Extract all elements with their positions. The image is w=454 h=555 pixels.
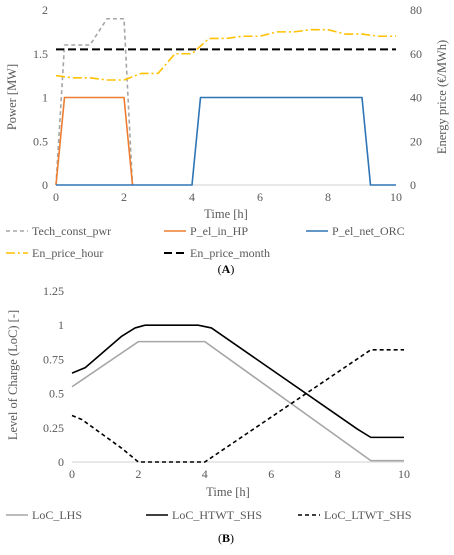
b-y-tick-label: 0.25 xyxy=(43,421,64,435)
a-y-tick-label: 1 xyxy=(42,91,48,105)
panel-b-series xyxy=(71,324,404,463)
panel-a-series xyxy=(55,17,396,186)
a-y-tick-label: 1.5 xyxy=(33,47,48,61)
a-series-line-p-el-in-hp xyxy=(55,96,134,186)
panel-b-label-letter: B xyxy=(222,531,230,545)
a-series-line-p-el-net-orc xyxy=(56,96,396,186)
panel-b-yticks: 0 0.25 0.5 0.75 1 1.25 xyxy=(43,284,64,469)
panel-a-label-close: ) xyxy=(230,262,234,276)
panel-b-label-open: ( xyxy=(218,531,222,545)
panel-b-xticks: 0 2 4 6 8 10 xyxy=(69,467,410,481)
a-x-tick-label: 6 xyxy=(257,190,263,204)
panel-a-y2label: Energy price (€/MWh) xyxy=(435,40,449,154)
a-legend-label: En_price_month xyxy=(190,246,270,260)
a-y-tick-label: 0 xyxy=(42,178,48,192)
b-y-tick-label: 1 xyxy=(58,318,64,332)
b-x-tick-label: 4 xyxy=(202,467,208,481)
a-y-tick-label: 2 xyxy=(42,3,48,17)
a-y2-tick-label: 20 xyxy=(410,134,422,148)
a-legend-label: En_price_hour xyxy=(32,246,103,260)
panel-a-legend: Tech_const_pwr P_el_in_HP P_el_net_ORC En_p… xyxy=(6,224,405,260)
b-y-tick-label: 1.25 xyxy=(43,284,64,298)
b-x-tick-label: 2 xyxy=(135,467,141,481)
panel-b-label: (B) xyxy=(218,531,234,545)
b-y-tick-label: 0.75 xyxy=(43,352,64,366)
b-series-line-loc-htwt-shs xyxy=(71,324,404,439)
b-series-line-loc-ltwt-shs xyxy=(71,349,404,463)
panel-b: Level of Charge (LoC) [-] Time [h] 0 0.25… xyxy=(6,284,412,545)
panel-a-xticks: 0 2 4 6 8 10 xyxy=(53,190,402,204)
panel-a: Power [MW] Energy price (€/MWh) Time [h]… xyxy=(5,3,449,276)
b-legend-label: LoC_LTWT_SHS xyxy=(324,508,412,522)
b-x-tick-label: 10 xyxy=(398,467,410,481)
panel-b-xlabel: Time [h] xyxy=(206,485,250,499)
panel-a-y2ticks: 0 20 40 60 80 xyxy=(410,3,422,192)
a-x-tick-label: 8 xyxy=(325,190,331,204)
a-y2-tick-label: 40 xyxy=(410,91,422,105)
b-legend-label: LoC_LHS xyxy=(32,508,82,522)
a-series-line-tech-const-pwr xyxy=(55,17,134,186)
a-y2-tick-label: 0 xyxy=(410,178,416,192)
a-x-tick-label: 4 xyxy=(189,190,195,204)
b-y-tick-label: 0 xyxy=(58,455,64,469)
panel-a-label-letter: A xyxy=(222,262,231,276)
a-x-tick-label: 0 xyxy=(53,190,59,204)
panel-b-label-close: ) xyxy=(230,531,234,545)
a-legend-label: P_el_net_ORC xyxy=(332,224,405,238)
panel-b-legend: LoC_LHS LoC_HTWT_SHS LoC_LTWT_SHS xyxy=(6,508,412,522)
a-x-tick-label: 2 xyxy=(121,190,127,204)
b-legend-label: LoC_HTWT_SHS xyxy=(172,508,262,522)
panel-a-label: (A) xyxy=(218,262,235,276)
panel-a-ylabel: Power [MW] xyxy=(5,64,19,130)
a-series-line-en-price-hour xyxy=(55,28,396,81)
panel-a-label-open: ( xyxy=(218,262,222,276)
a-y-tick-label: 0.5 xyxy=(33,134,48,148)
a-x-tick-label: 10 xyxy=(390,190,402,204)
panel-a-xlabel: Time [h] xyxy=(204,207,248,221)
b-x-tick-label: 0 xyxy=(69,467,75,481)
a-legend-label: Tech_const_pwr xyxy=(32,224,111,238)
a-y2-tick-label: 80 xyxy=(410,3,422,17)
b-x-tick-label: 6 xyxy=(268,467,274,481)
b-x-tick-label: 8 xyxy=(335,467,341,481)
panel-b-ylabel: Level of Charge (LoC) [-] xyxy=(6,310,20,440)
a-legend-label: P_el_in_HP xyxy=(190,224,248,238)
b-series-line-loc-lhs xyxy=(71,340,404,462)
a-y2-tick-label: 60 xyxy=(410,47,422,61)
panel-a-yticks: 0 0.5 1 1.5 2 xyxy=(33,3,48,192)
b-y-tick-label: 0.5 xyxy=(49,387,64,401)
